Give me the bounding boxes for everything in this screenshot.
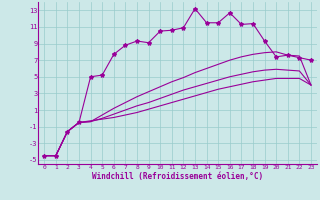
X-axis label: Windchill (Refroidissement éolien,°C): Windchill (Refroidissement éolien,°C)	[92, 172, 263, 181]
